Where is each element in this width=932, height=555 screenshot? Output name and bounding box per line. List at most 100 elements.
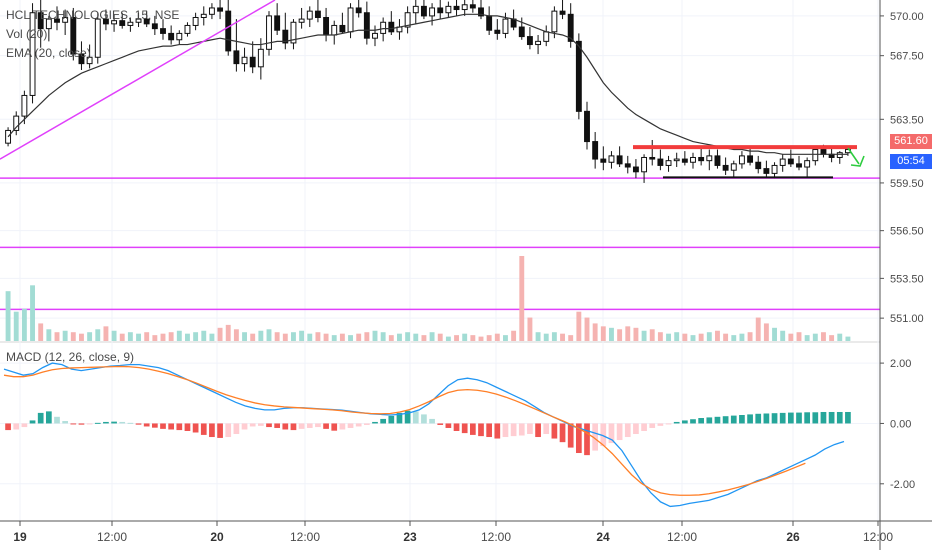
candle-down <box>274 15 281 31</box>
macd-histogram-bar <box>535 423 541 438</box>
volume-bar <box>706 332 712 341</box>
volume-bars <box>5 256 851 341</box>
volume-bar <box>723 333 729 341</box>
last-price-tag: 561.60 <box>890 134 932 149</box>
candle-up <box>372 32 378 39</box>
macd-histogram-bar <box>168 423 175 430</box>
macd-histogram-bar <box>641 423 647 431</box>
macd-histogram-bar <box>624 423 631 438</box>
time-tick-label: 12:00 <box>863 530 893 544</box>
volume-legend[interactable]: Vol (20) <box>6 27 48 41</box>
macd-histogram-bar <box>143 423 150 427</box>
macd-histogram-bar <box>94 422 101 424</box>
candle-down <box>282 29 289 44</box>
macd-histogram-bar <box>363 423 370 425</box>
macd-histogram-bar <box>282 423 289 430</box>
macd-histogram-bar <box>543 423 550 435</box>
volume-bar <box>242 332 247 341</box>
candle-up <box>45 18 52 30</box>
candle-down <box>755 161 762 170</box>
volume-bar <box>747 332 753 341</box>
candle-down <box>249 56 256 68</box>
macd-histogram-bar <box>600 423 607 447</box>
macd-histogram-bar <box>135 423 142 425</box>
macd-histogram-bar <box>103 421 109 424</box>
candle-up <box>176 32 183 41</box>
volume-bar <box>454 335 459 341</box>
price-tick-label: 551.00 <box>890 313 924 325</box>
candle-down <box>339 24 346 33</box>
candle-down <box>314 10 321 18</box>
volume-bar <box>225 324 231 341</box>
macd-histogram-bar <box>616 423 623 441</box>
macd-histogram-bar <box>119 421 126 424</box>
price-tick-label: 556.50 <box>890 226 924 238</box>
macd-legend[interactable]: MACD (12, 26, close, 9) <box>6 350 135 364</box>
candle-up <box>779 158 786 166</box>
volume-bar <box>144 332 150 341</box>
candle-up <box>306 10 313 20</box>
ema-legend[interactable]: EMA (20, close) <box>6 46 91 60</box>
candle-down <box>575 40 582 112</box>
volume-bar <box>111 330 117 341</box>
candle-up <box>551 10 558 33</box>
down-arrow-head <box>850 155 865 167</box>
countdown-tag: 05:54 <box>890 154 932 169</box>
macd-histogram-bar <box>681 420 688 424</box>
candle-up <box>241 56 248 65</box>
candle-down <box>437 7 444 14</box>
volume-bar <box>315 332 321 341</box>
candle-up <box>135 18 142 23</box>
volume-bar <box>46 329 52 341</box>
volume-bar <box>609 327 614 341</box>
candle-up <box>86 56 93 65</box>
candle-up <box>111 20 118 25</box>
macd-histogram-bar <box>70 423 77 425</box>
symbol-legend[interactable]: HCL TECHNOLOGIES, 15, NSE <box>6 8 180 22</box>
volume-bar <box>755 317 761 341</box>
candle-up <box>404 12 411 28</box>
candle-up <box>347 7 354 33</box>
macd-histogram-bar <box>249 423 256 427</box>
candle-up <box>127 21 134 26</box>
volume-bar <box>445 336 451 341</box>
macd-histogram-bar <box>323 423 329 429</box>
candle-up <box>665 160 672 166</box>
candle-down <box>763 168 770 174</box>
candle-up <box>836 152 843 158</box>
volume-bar <box>282 333 288 341</box>
candle-up <box>380 21 387 34</box>
macd-pane <box>3 362 851 508</box>
candle-up <box>62 16 69 23</box>
volume-bar <box>299 330 305 341</box>
volume-bar <box>625 326 631 341</box>
macd-histogram-bar <box>62 421 69 424</box>
time-tick-label: 19 <box>13 530 27 544</box>
volume-bar <box>715 330 720 341</box>
candle-down <box>592 141 599 160</box>
macd-histogram-bar <box>836 411 843 424</box>
signal-line <box>3 365 806 496</box>
candle-down <box>714 155 721 166</box>
drawings[interactable] <box>0 0 865 179</box>
macd-histogram-bar <box>592 423 599 451</box>
price-tick-label: 559.50 <box>890 178 924 190</box>
volume-bar <box>185 333 190 341</box>
ema-20-line <box>7 13 848 155</box>
volume-bar <box>437 333 443 341</box>
volume-bar <box>62 330 68 341</box>
volume-bar <box>87 332 93 341</box>
volume-bar <box>641 330 647 341</box>
volume-bar <box>666 333 671 341</box>
macd-histogram-bar <box>217 423 223 438</box>
macd-histogram-bar <box>315 423 321 428</box>
volume-bar <box>323 333 329 341</box>
candle-up <box>641 156 648 173</box>
candle-up <box>804 160 811 168</box>
macd-histogram-bar <box>461 423 468 434</box>
macd-histogram-bar <box>298 423 305 429</box>
volume-bar <box>657 332 663 341</box>
